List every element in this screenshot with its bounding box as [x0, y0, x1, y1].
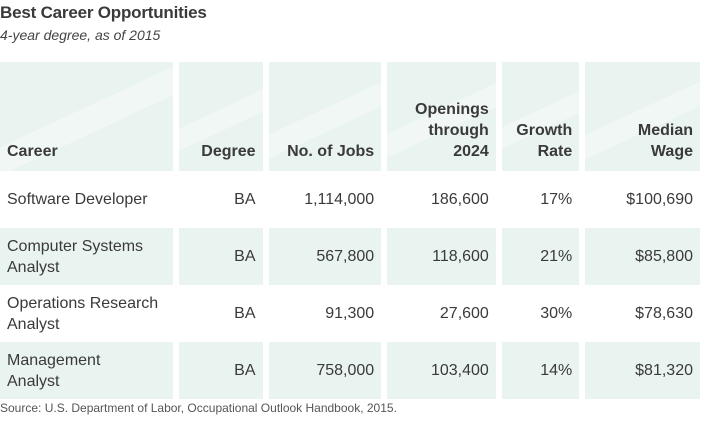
cell-jobs: 1,114,000	[268, 171, 382, 228]
career-name: Management	[7, 351, 101, 369]
cell-degree: BA	[179, 342, 263, 399]
career-name: Analyst	[7, 372, 60, 390]
cell-wage: $81,320	[585, 342, 700, 399]
header-text: Openings	[415, 101, 489, 118]
cell-degree: BA	[179, 228, 263, 285]
table-row: Management Analyst BA 758,000 103,400 14…	[0, 342, 700, 399]
header-text: Rate	[537, 143, 573, 160]
cell-wage: $100,690	[585, 171, 700, 228]
table-row: Computer Systems Analyst BA 567,800 118,…	[0, 228, 700, 285]
page-subtitle: 4-year degree, as of 2015	[0, 27, 161, 43]
table-row: Software Developer BA 1,114,000 186,600 …	[0, 171, 700, 228]
header-text: through	[428, 122, 489, 139]
career-name: Analyst	[7, 258, 60, 276]
cell-degree: BA	[179, 171, 263, 228]
cell-jobs: 758,000	[268, 342, 382, 399]
cell-jobs: 567,800	[268, 228, 382, 285]
cell-career: Operations Research Analyst	[0, 285, 174, 342]
column-header-openings: Openings through 2024	[387, 62, 496, 171]
header-text: 2024	[453, 143, 489, 160]
cell-growth: 30%	[501, 285, 580, 342]
header-text: Career	[7, 143, 58, 160]
header-text: Wage	[650, 143, 693, 160]
career-table: Career Degree No. of Jobs Openings throu…	[0, 62, 706, 399]
column-header-degree: Degree	[179, 62, 263, 171]
cell-growth: 21%	[501, 228, 580, 285]
cell-wage: $85,800	[585, 228, 700, 285]
career-name: Computer Systems	[7, 237, 144, 255]
table-row: Operations Research Analyst BA 91,300 27…	[0, 285, 700, 342]
column-header-jobs: No. of Jobs	[268, 62, 382, 171]
cell-jobs: 91,300	[268, 285, 382, 342]
column-header-wage: Median Wage	[585, 62, 700, 171]
cell-growth: 14%	[501, 342, 580, 399]
career-name: Analyst	[7, 315, 60, 333]
source-note: Source: U.S. Department of Labor, Occupa…	[0, 401, 397, 415]
cell-career: Management Analyst	[0, 342, 174, 399]
header-text: No. of Jobs	[287, 143, 375, 160]
cell-growth: 17%	[501, 171, 580, 228]
career-name: Operations Research	[7, 294, 159, 312]
cell-wage: $78,630	[585, 285, 700, 342]
cell-degree: BA	[179, 285, 263, 342]
header-text: Growth	[516, 122, 573, 139]
cell-openings: 103,400	[387, 342, 496, 399]
header-text: Degree	[201, 143, 256, 160]
column-header-career: Career	[0, 62, 174, 171]
column-header-growth: Growth Rate	[501, 62, 580, 171]
cell-career: Computer Systems Analyst	[0, 228, 174, 285]
cell-openings: 186,600	[387, 171, 496, 228]
cell-career: Software Developer	[0, 171, 174, 228]
header-text: Median	[637, 122, 693, 139]
cell-openings: 27,600	[387, 285, 496, 342]
table-header-row: Career Degree No. of Jobs Openings throu…	[0, 62, 700, 171]
career-name: Software Developer	[7, 191, 148, 208]
page-title: Best Career Opportunities	[0, 3, 207, 22]
cell-openings: 118,600	[387, 228, 496, 285]
